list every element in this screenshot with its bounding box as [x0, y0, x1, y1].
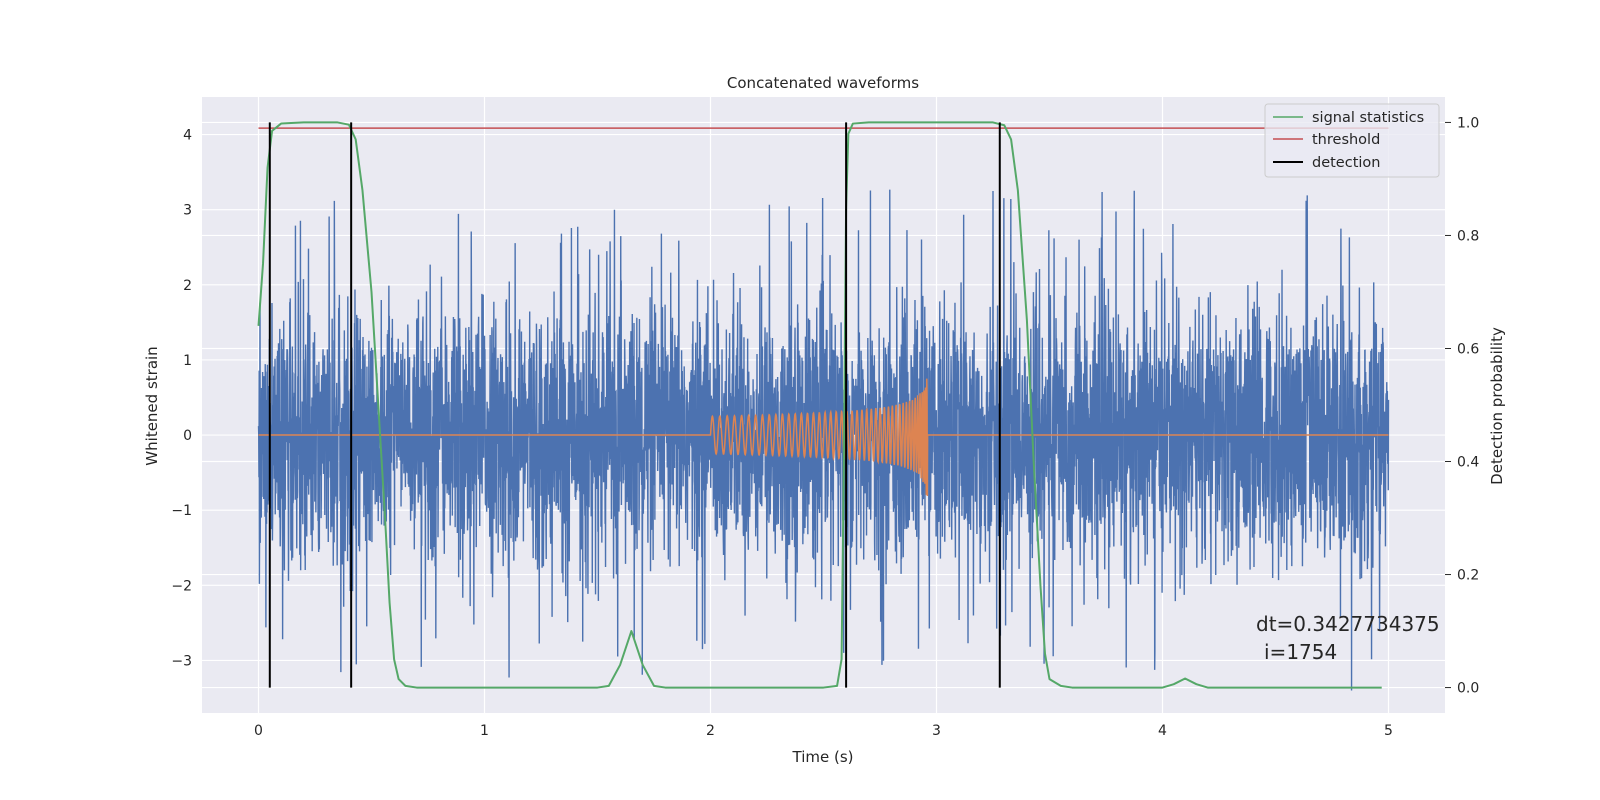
- y-tick-label-left: −3: [171, 653, 192, 669]
- chart-title: Concatenated waveforms: [727, 74, 919, 92]
- y-tick-label-right: 1.0: [1457, 115, 1479, 131]
- x-tick-label: 0: [254, 723, 263, 739]
- x-tick-label: 4: [1158, 723, 1167, 739]
- y-tick-label-left: −2: [171, 578, 192, 594]
- signal-statistics-line: [257, 121, 1382, 689]
- y-tick-label-right: 0.4: [1457, 455, 1479, 471]
- x-axis-label: Time (s): [792, 748, 854, 766]
- y-tick-label-left: 0: [183, 428, 192, 444]
- y-tick-label-left: −1: [171, 503, 192, 519]
- y-tick-label-right: 0.0: [1457, 681, 1479, 697]
- x-tick-label: 1: [480, 723, 489, 739]
- legend-label-threshold: threshold: [1312, 132, 1380, 148]
- legend-label-signal-statistics: signal statistics: [1312, 110, 1424, 126]
- y-tick-label-right: 0.6: [1457, 341, 1479, 357]
- y-tick-label-left: 2: [183, 278, 192, 294]
- y-tick-label-left: 4: [183, 128, 192, 144]
- y-tick-label-left: 3: [183, 203, 192, 219]
- strain-noise-line: [257, 189, 1390, 691]
- legend-box: [1264, 103, 1440, 178]
- x-tick-label: 2: [706, 723, 715, 739]
- series-layer: [257, 121, 1390, 691]
- legend: signal statistics threshold detection: [1264, 103, 1440, 178]
- annotation-dt: dt=0.3427734375: [1256, 612, 1440, 636]
- y-tick-label-right: 0.8: [1457, 228, 1479, 244]
- y-tick-label-left: 1: [183, 353, 192, 369]
- x-tick-label: 3: [932, 723, 941, 739]
- ticks-layer: 0 1 2 3 4 5 −3 −2 −1 0 1 2 3 4 0.0 0.2 0.4 0.6 0.8 1.0: [171, 115, 1479, 739]
- y-axis-label-left: Whitened strain: [143, 346, 161, 465]
- annotation-index: i=1754: [1264, 640, 1337, 664]
- y-tick-label-right: 0.2: [1457, 568, 1479, 584]
- x-tick-label: 5: [1384, 723, 1393, 739]
- y-axis-label-right: Detection probability: [1488, 327, 1506, 485]
- legend-label-detection: detection: [1312, 155, 1380, 171]
- chirp-waveform-line: [258, 378, 1389, 497]
